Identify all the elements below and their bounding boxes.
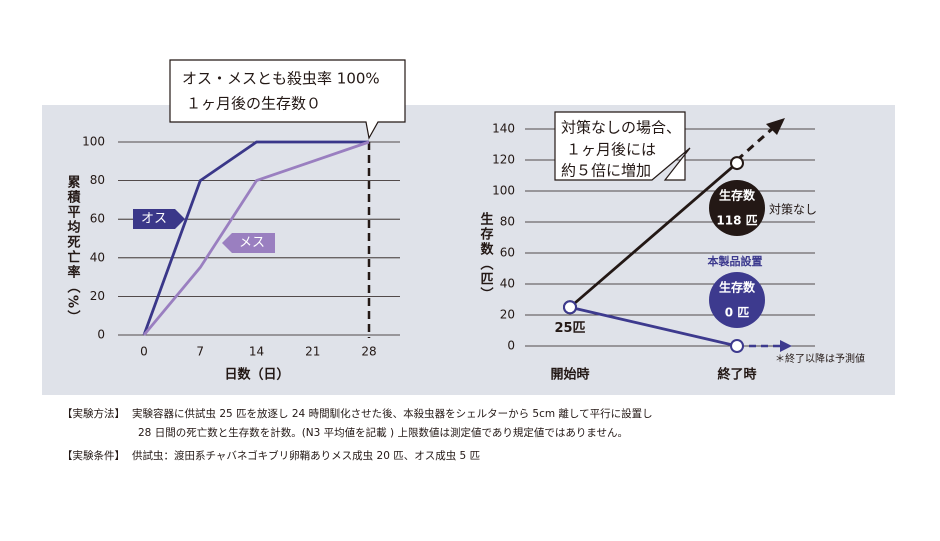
value-label: 25匹 bbox=[554, 321, 585, 336]
y-tick-label: 40 bbox=[90, 250, 105, 264]
legend-label: 対策なし bbox=[769, 203, 817, 217]
y-tick-label: 20 bbox=[90, 289, 105, 303]
y-tick-label: 60 bbox=[500, 246, 515, 260]
point bbox=[563, 300, 577, 315]
badge bbox=[709, 272, 765, 328]
y-tick-label: 40 bbox=[500, 277, 515, 291]
x-tick-label: 0 bbox=[140, 345, 148, 359]
y-tick-label: 0 bbox=[97, 328, 105, 342]
series-line bbox=[142, 140, 369, 336]
callout-text: １ヶ月後には bbox=[566, 141, 656, 159]
legend-tag bbox=[133, 209, 185, 229]
y-tick-label: 140 bbox=[492, 122, 515, 136]
note-label: 【実験条件】 bbox=[62, 449, 125, 462]
series-line bbox=[569, 305, 738, 348]
panel bbox=[42, 105, 895, 395]
badge-title: 生存数 bbox=[719, 280, 756, 295]
legend-tag bbox=[222, 233, 275, 253]
note: ＊終了以降は予測値 bbox=[775, 352, 865, 365]
y-tick-label: 60 bbox=[90, 212, 105, 226]
x-tick-label: 21 bbox=[305, 345, 320, 359]
badge bbox=[709, 180, 765, 236]
y-tick-label: 120 bbox=[492, 153, 515, 167]
arrow-head bbox=[780, 340, 792, 352]
value-label: 118 匹 bbox=[716, 214, 757, 228]
note-text: 供試虫：渡田系チャバネゴキブリ卵鞘ありメス成虫 20 匹、オス成虫 5 匹 bbox=[132, 449, 480, 462]
value-label: 0 匹 bbox=[725, 306, 750, 320]
x-tick-label: 14 bbox=[249, 345, 264, 359]
note-text: 実験容器に供試虫 25 匹を放逐し 24 時間馴化させた後、本殺虫器をシェルター… bbox=[132, 407, 653, 420]
callout-text: 約５倍に増加 bbox=[561, 162, 651, 180]
series-line bbox=[142, 140, 370, 336]
legend-label: 本製品設置 bbox=[708, 254, 763, 268]
y-axis-label: 累積平均死亡率（%） bbox=[65, 174, 82, 325]
y-axis-label: 生存数（匹） bbox=[478, 211, 495, 302]
y-tick-label: 100 bbox=[82, 135, 105, 149]
point bbox=[730, 156, 744, 171]
y-tick-label: 80 bbox=[90, 173, 105, 187]
x-tick-label: 7 bbox=[196, 345, 204, 359]
arrow-head bbox=[766, 118, 785, 135]
callout-text: オス・メスとも殺虫率 100% bbox=[182, 70, 380, 88]
callout-text: 対策なしの場合、 bbox=[561, 119, 681, 137]
y-tick-label: 100 bbox=[492, 184, 515, 198]
badge-title: 生存数 bbox=[719, 188, 756, 203]
note-text: 28 日間の死亡数と生存数を計数。(N3 平均値を記載 ) 上限数値は測定値であ… bbox=[138, 426, 628, 439]
callout-text: １ヶ月後の生存数０ bbox=[186, 95, 321, 113]
callout-box bbox=[169, 59, 406, 140]
note-label: 【実験方法】 bbox=[62, 407, 125, 420]
y-tick-label: 0 bbox=[507, 339, 515, 353]
y-tick-label: 80 bbox=[500, 215, 515, 229]
legend-label: オス bbox=[141, 212, 167, 227]
x-tick-label: 終了時 bbox=[717, 367, 756, 383]
point bbox=[730, 339, 744, 353]
legend-label: メス bbox=[239, 236, 265, 251]
forecast-line bbox=[736, 127, 773, 162]
x-tick-label: 開始時 bbox=[550, 367, 589, 383]
series-line bbox=[569, 162, 738, 309]
x-axis-label: 日数（日） bbox=[224, 367, 289, 383]
y-tick-label: 20 bbox=[500, 308, 515, 322]
callout-box bbox=[554, 111, 691, 181]
x-tick-label: 28 bbox=[361, 345, 376, 359]
